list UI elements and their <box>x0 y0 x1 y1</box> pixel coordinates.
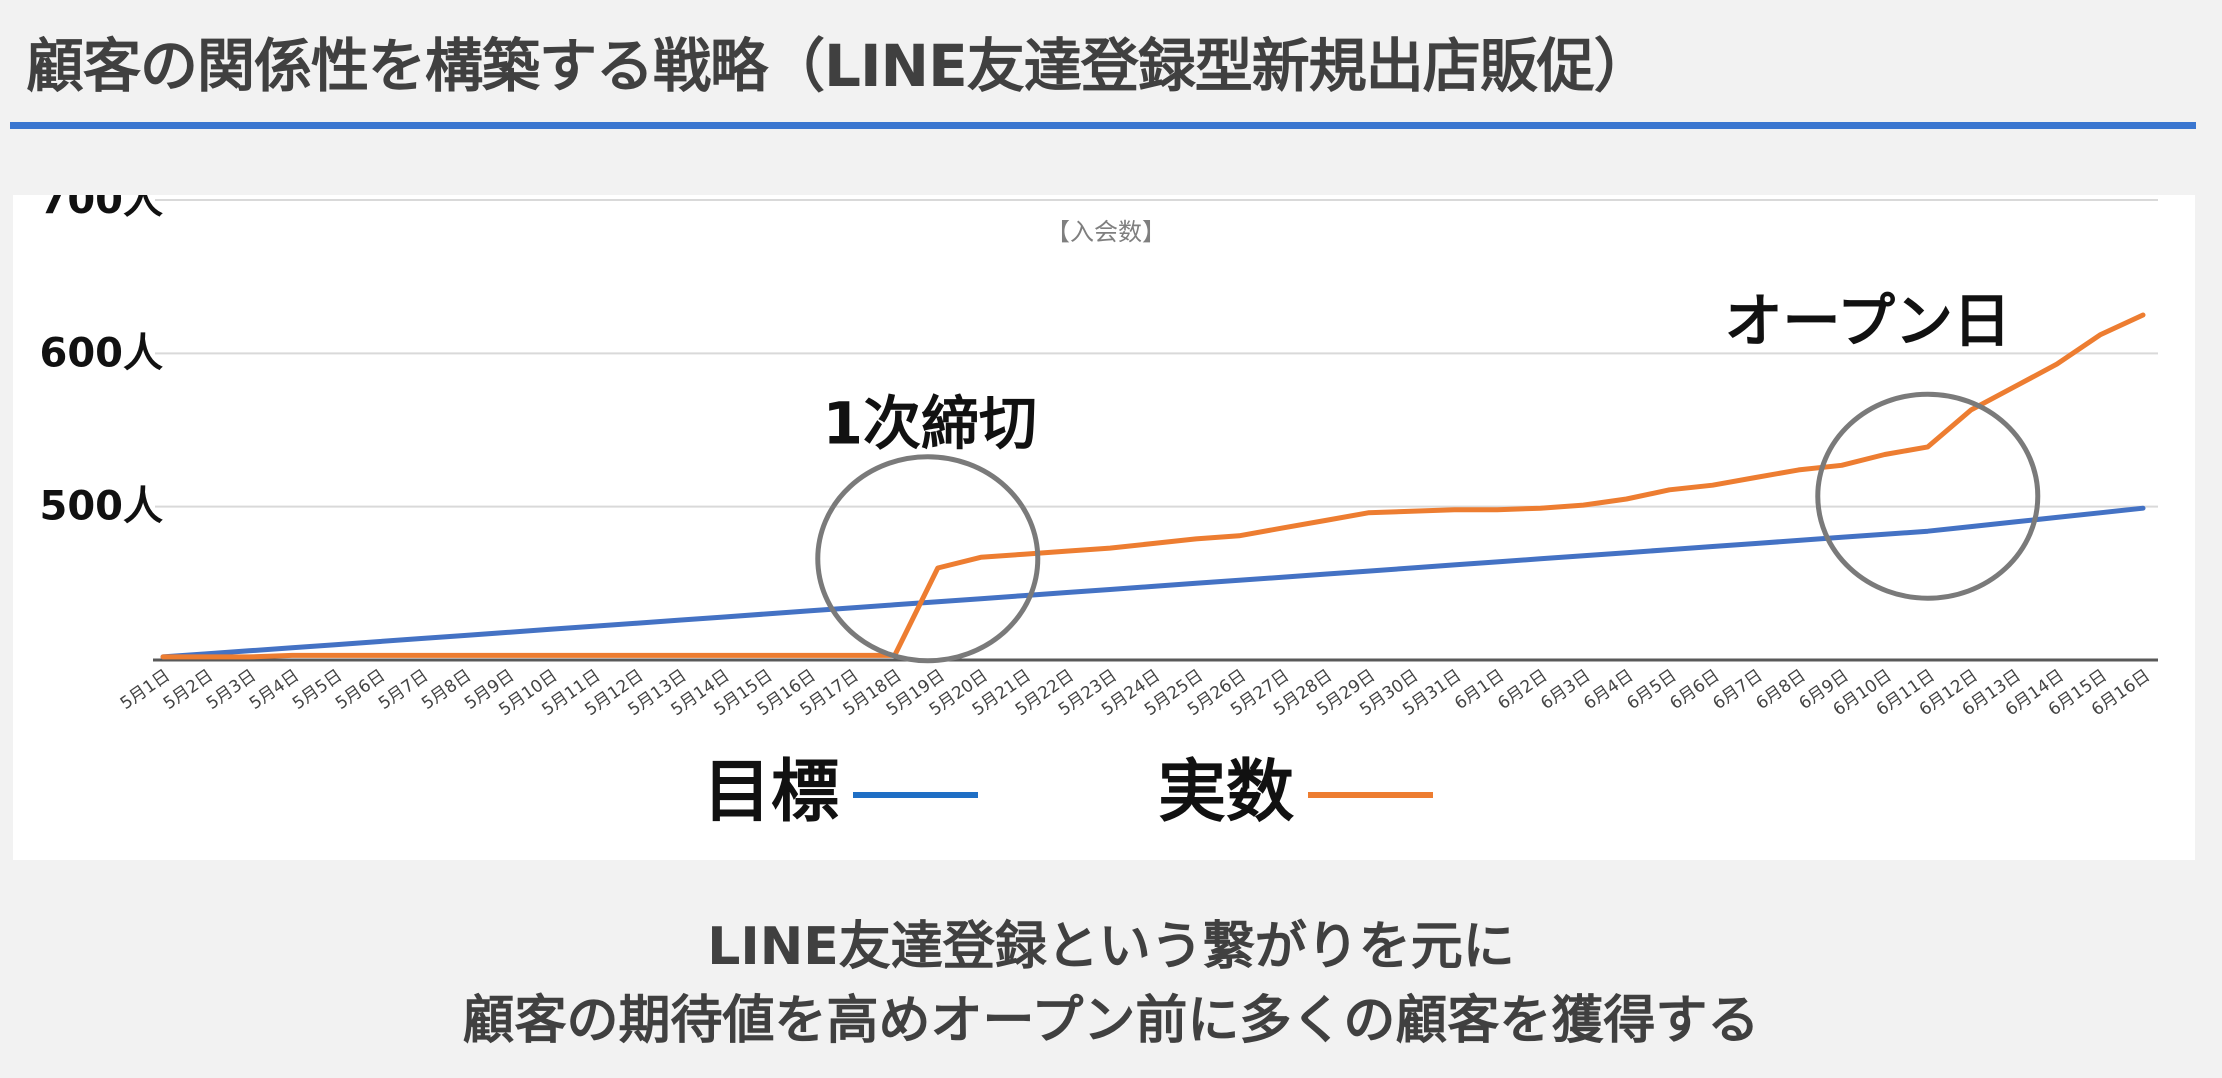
title-underline <box>10 122 2196 129</box>
legend-label: 実数 <box>1158 753 1294 832</box>
chart-panel: 500人 600人 700人 5月1日 5月2日 5月3日 5月4日 5月5日 5月6日 5月7日… <box>13 195 2195 860</box>
series-line-target <box>160 505 2146 660</box>
y-tick-label: 500人 <box>40 484 164 530</box>
annotation-circle <box>815 454 1041 664</box>
legend-label: 目標 <box>703 753 839 832</box>
annotation-layer: 1次締切 オープン日 <box>815 287 2041 664</box>
grid-layer <box>155 199 2158 508</box>
y-tick-label: 700人 <box>40 195 164 223</box>
chart-title: 【入会数】 <box>1046 218 1166 246</box>
series-line-actual <box>160 312 2146 660</box>
y-tick-label: 600人 <box>40 330 164 376</box>
legend: 目標 実数 <box>703 753 1433 832</box>
caption-line-1: LINE友達登録という繋がりを元に <box>707 917 1515 977</box>
series-layer <box>160 312 2146 660</box>
annotation-label: オープン日 <box>1725 287 2012 355</box>
annotation-label: 1次締切 <box>823 390 1037 458</box>
caption-line-2: 顧客の期待値を高めオープン前に多くの顧客を獲得する <box>462 991 1760 1051</box>
line-chart: 500人600人700人5月1日5月2日5月3日5月4日5月5日5月6日5月7日… <box>40 195 2158 832</box>
caption: LINE友達登録という繋がりを元に 顧客の期待値を高めオープン前に多くの顧客を獲… <box>0 910 2222 1058</box>
annotation-circle <box>1815 391 2041 601</box>
slide-title: 顧客の関係性を構築する戦略（LINE友達登録型新規出店販促） <box>26 32 1652 100</box>
